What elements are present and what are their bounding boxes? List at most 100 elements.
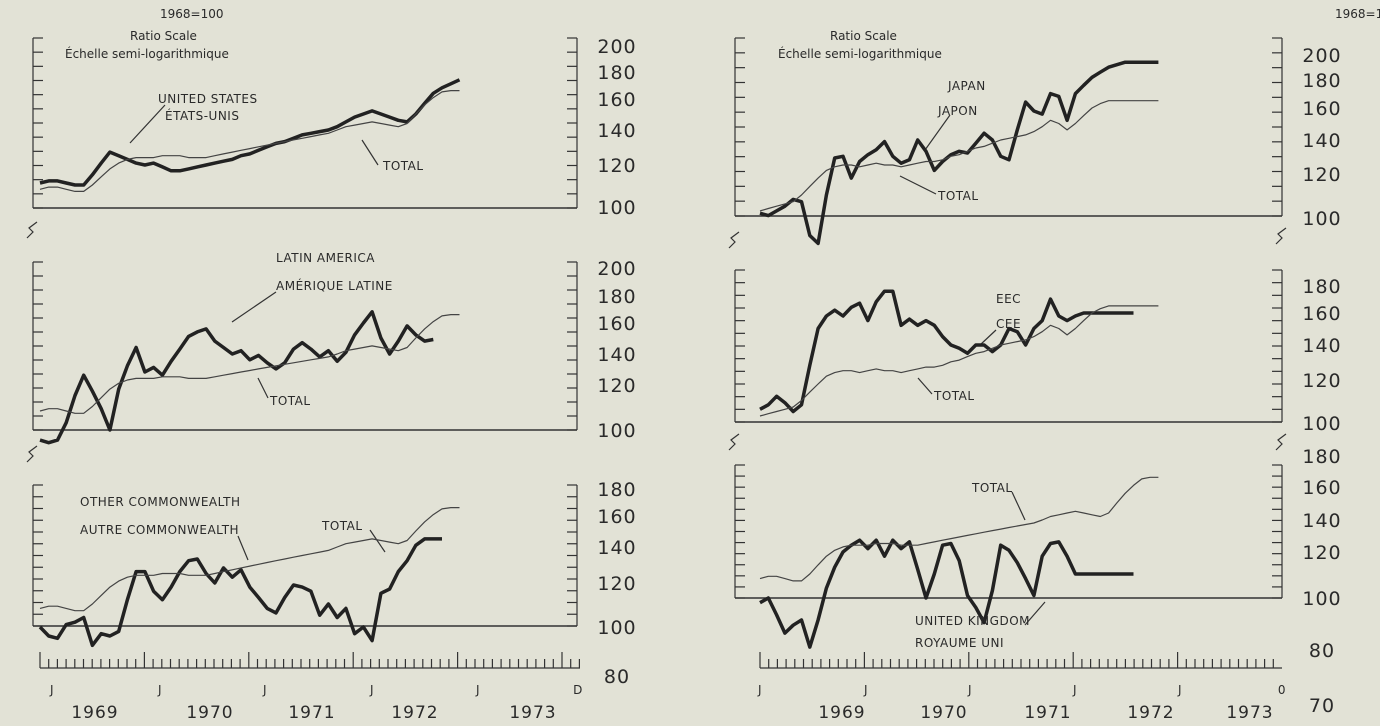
x-year-label: 1969 [818, 703, 865, 723]
y-tick-label: 100 [597, 197, 636, 219]
x-year-label: 1971 [1024, 703, 1071, 723]
y-tick-label: 160 [1302, 98, 1341, 120]
scale-label-fr: Échelle semi-logarithmique [778, 46, 942, 61]
series-main-line [759, 538, 1134, 649]
series-total-line [39, 507, 460, 612]
y-tick-label: 120 [597, 573, 636, 595]
series-total-line [39, 90, 460, 192]
y-tick-label: 100 [597, 617, 636, 639]
series-total-line [759, 305, 1159, 417]
leader-line [257, 377, 269, 399]
axis-break [1275, 433, 1287, 451]
united-kingdom-label-fr: ROYAUME UNI [915, 636, 1004, 650]
scale-label-fr: Échelle semi-logarithmique [65, 46, 229, 61]
y-tick-label: 180 [597, 62, 636, 84]
y-tick-label: 120 [1302, 164, 1341, 186]
total-label: TOTAL [382, 159, 424, 173]
y-tick-label: 180 [597, 479, 636, 501]
japan-label: JAPAN [947, 79, 986, 93]
y-tick-label: 200 [597, 258, 636, 280]
y-tick-label: 180 [1302, 276, 1341, 298]
total-label: TOTAL [937, 189, 979, 203]
series-total-line [39, 314, 460, 414]
series-total-line [759, 100, 1159, 212]
x-year-label: 1973 [1226, 703, 1273, 723]
x-tick-label: J [1072, 683, 1077, 697]
x-tick-label: J [262, 683, 267, 697]
total-label: TOTAL [971, 481, 1013, 495]
series-total-line [759, 476, 1159, 582]
other-commonwealth-label: OTHER COMMONWEALTH [80, 495, 241, 509]
axis-break [26, 445, 38, 463]
x-tick-label: J [757, 683, 762, 697]
axis-break [26, 221, 38, 239]
x-year-label: 1972 [391, 703, 438, 723]
series-main-line [759, 289, 1134, 414]
axis-ticks [33, 37, 1282, 669]
x-tick-label: J [863, 683, 868, 697]
y-tick-label: 160 [1302, 477, 1341, 499]
us-label-fr: ÉTATS-UNIS [165, 108, 239, 123]
eec-label-fr: CEE [996, 317, 1021, 331]
base-label: 1968=100 [1335, 7, 1380, 21]
leader-line [129, 104, 166, 144]
leader-line [369, 529, 386, 553]
japan-label-fr: JAPON [937, 104, 978, 118]
total-label: TOTAL [933, 389, 975, 403]
y-tick-label: 140 [597, 537, 636, 559]
total-label: TOTAL [269, 394, 311, 408]
series-main-line [38, 537, 442, 648]
series-main-line [39, 78, 461, 187]
latin-america-label: LATIN AMERICA [276, 251, 375, 265]
y-tick-label: 120 [597, 375, 636, 397]
scale-label: Ratio Scale [130, 29, 197, 43]
total-label: TOTAL [321, 519, 363, 533]
y-tick-label: 120 [1302, 542, 1341, 564]
eec-label: EEC [996, 292, 1021, 306]
x-year-label: 1971 [288, 703, 335, 723]
x-year-label: 1970 [186, 703, 233, 723]
leader-line [231, 291, 277, 323]
y-tick-label: 70 [1309, 695, 1335, 717]
y-tick-label: 180 [1302, 70, 1341, 92]
axis-break [728, 433, 740, 451]
y-tick-label: 120 [597, 155, 636, 177]
leader-line [899, 175, 937, 195]
us-label: UNITED STATES [158, 92, 258, 106]
x-tick-label: 0 [1278, 683, 1286, 697]
leader-line [1011, 491, 1026, 521]
x-year-label: 1973 [509, 703, 556, 723]
y-tick-label: 140 [597, 120, 636, 142]
y-tick-label: 200 [1302, 45, 1341, 67]
leader-line [1024, 601, 1046, 626]
x-tick-label: D [573, 683, 583, 697]
axis-break [1275, 227, 1287, 245]
frames [26, 38, 1287, 627]
x-year-label: 1972 [1127, 703, 1174, 723]
y-tick-label: 100 [1302, 413, 1341, 435]
leader-line [979, 329, 997, 346]
leader-line [237, 535, 249, 561]
base-label: 1968=100 [160, 7, 224, 21]
y-tick-label: 200 [597, 36, 636, 58]
y-tick-label: 180 [1302, 446, 1341, 468]
y-tick-label: 140 [1302, 510, 1341, 532]
latin-america-label-fr: AMÉRIQUE LATINE [276, 278, 393, 293]
series-main-line [39, 310, 434, 445]
leader-line [917, 377, 933, 395]
y-tick-label: 100 [1302, 588, 1341, 610]
leader-line [361, 139, 379, 166]
united-kingdom-label: UNITED KINGDOM [915, 614, 1030, 628]
x-tick-label: J [967, 683, 972, 697]
x-tick-label: J [1177, 683, 1182, 697]
x-year-label: 1970 [920, 703, 967, 723]
series-lines [38, 60, 1159, 649]
axis-break [728, 231, 740, 249]
y-tick-label: 160 [597, 313, 636, 335]
y-tick-label: 140 [1302, 335, 1341, 357]
y-tick-label: 140 [1302, 130, 1341, 152]
y-tick-label: 160 [597, 89, 636, 111]
x-year-label: 1969 [71, 703, 118, 723]
scale-label: Ratio Scale [830, 29, 897, 43]
